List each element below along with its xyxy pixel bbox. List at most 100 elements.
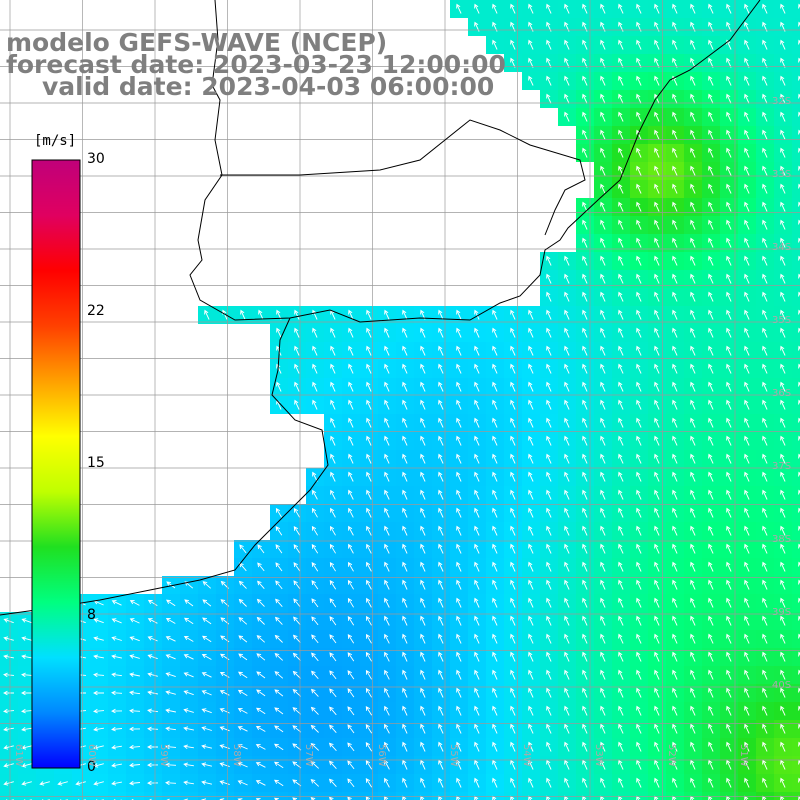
wind-arrow (726, 687, 732, 698)
wind-arrow (744, 381, 750, 392)
wind-arrow (600, 777, 606, 788)
wind-arrow (275, 544, 283, 554)
wind-arrow (762, 327, 768, 338)
wind-arrow (456, 597, 462, 608)
wind-arrow (708, 93, 714, 104)
wind-speed-cell (360, 792, 378, 800)
wind-arrow (329, 706, 337, 716)
wind-arrow (690, 201, 696, 212)
wind-arrow (402, 363, 408, 374)
wind-arrow (294, 345, 300, 356)
wind-arrow (654, 93, 660, 104)
wind-arrow (546, 363, 552, 374)
wind-arrow (582, 759, 588, 770)
wind-arrow (582, 57, 588, 68)
wind-arrow (348, 543, 354, 554)
wind-speed-cell (162, 792, 180, 800)
wind-arrow (564, 723, 570, 734)
wind-arrow (329, 598, 337, 608)
colorbar-tick-22: 22 (87, 303, 105, 319)
wind-arrow (762, 777, 768, 788)
wind-arrow (3, 618, 14, 624)
wind-arrow (294, 381, 300, 392)
wind-arrow (329, 688, 337, 698)
wind-arrow (780, 255, 786, 266)
wind-arrow (111, 763, 122, 768)
wind-arrow (618, 651, 624, 662)
wind-arrow (510, 381, 516, 392)
wind-arrow (93, 708, 105, 714)
wind-arrow (237, 744, 248, 750)
wind-arrow (347, 597, 354, 608)
wind-arrow (744, 471, 750, 482)
wind-arrow (690, 219, 696, 230)
wind-arrow (582, 525, 588, 536)
wind-arrow (3, 727, 14, 732)
wind-arrow (528, 471, 534, 482)
wind-arrow (310, 760, 320, 769)
wind-arrow (111, 690, 123, 696)
wind-arrow (240, 309, 246, 320)
wind-arrow (546, 3, 552, 14)
wind-arrow (564, 417, 570, 428)
wind-arrow (672, 615, 678, 626)
wind-arrow (546, 381, 552, 392)
wind-arrow (636, 453, 642, 464)
wind-arrow (21, 763, 32, 768)
wind-arrow (582, 399, 588, 410)
wind-arrow (564, 615, 570, 626)
wind-arrow (166, 599, 176, 607)
wind-speed-cell (792, 486, 800, 504)
wind-arrow (672, 777, 678, 788)
wind-speed-cell (342, 792, 360, 800)
wind-arrow (762, 597, 768, 608)
wind-arrow (672, 165, 678, 176)
wind-arrow (618, 777, 624, 788)
wind-arrow (654, 615, 660, 626)
wind-arrow (762, 165, 768, 176)
wind-arrow (654, 381, 660, 392)
wind-arrow (165, 690, 176, 695)
wind-arrow (456, 3, 462, 14)
wind-speed-cell (792, 54, 800, 72)
wind-speed-cell (126, 792, 144, 800)
wind-arrow (366, 561, 372, 572)
wind-arrow (582, 579, 588, 590)
wind-arrow (762, 3, 768, 14)
wind-arrow (456, 723, 462, 734)
wind-arrow (147, 762, 159, 768)
wind-speed-cell (792, 198, 800, 216)
wind-arrow (654, 75, 660, 86)
wind-arrow (582, 651, 588, 662)
wind-arrow (690, 471, 696, 482)
wind-arrow (708, 723, 714, 734)
wind-arrow (564, 291, 570, 302)
wind-arrow (618, 273, 624, 284)
wind-arrow (654, 705, 660, 716)
wind-arrow (582, 75, 588, 86)
wind-arrow (420, 327, 426, 338)
wind-arrow (438, 687, 444, 698)
wind-arrow (57, 781, 68, 786)
wind-arrow (111, 654, 122, 659)
wind-arrow (293, 616, 301, 626)
wind-arrow (780, 435, 786, 446)
wind-arrow (546, 687, 552, 698)
wind-arrow (582, 3, 588, 14)
wind-arrow (293, 580, 301, 590)
wind-arrow (456, 615, 462, 626)
wind-speed-cell (792, 432, 800, 450)
wind-arrow (312, 345, 318, 356)
wind-arrow (618, 489, 624, 500)
wind-speed-cell (792, 774, 800, 792)
wind-arrow (311, 544, 319, 554)
wind-speed-cell (792, 306, 800, 324)
wind-arrow (762, 39, 768, 50)
wind-arrow (402, 543, 408, 554)
wind-arrow (348, 417, 354, 428)
wind-arrow (402, 597, 408, 608)
wind-arrow (456, 741, 462, 752)
wind-arrow (780, 723, 786, 734)
wind-arrow (600, 345, 606, 356)
wind-arrow (744, 201, 750, 212)
